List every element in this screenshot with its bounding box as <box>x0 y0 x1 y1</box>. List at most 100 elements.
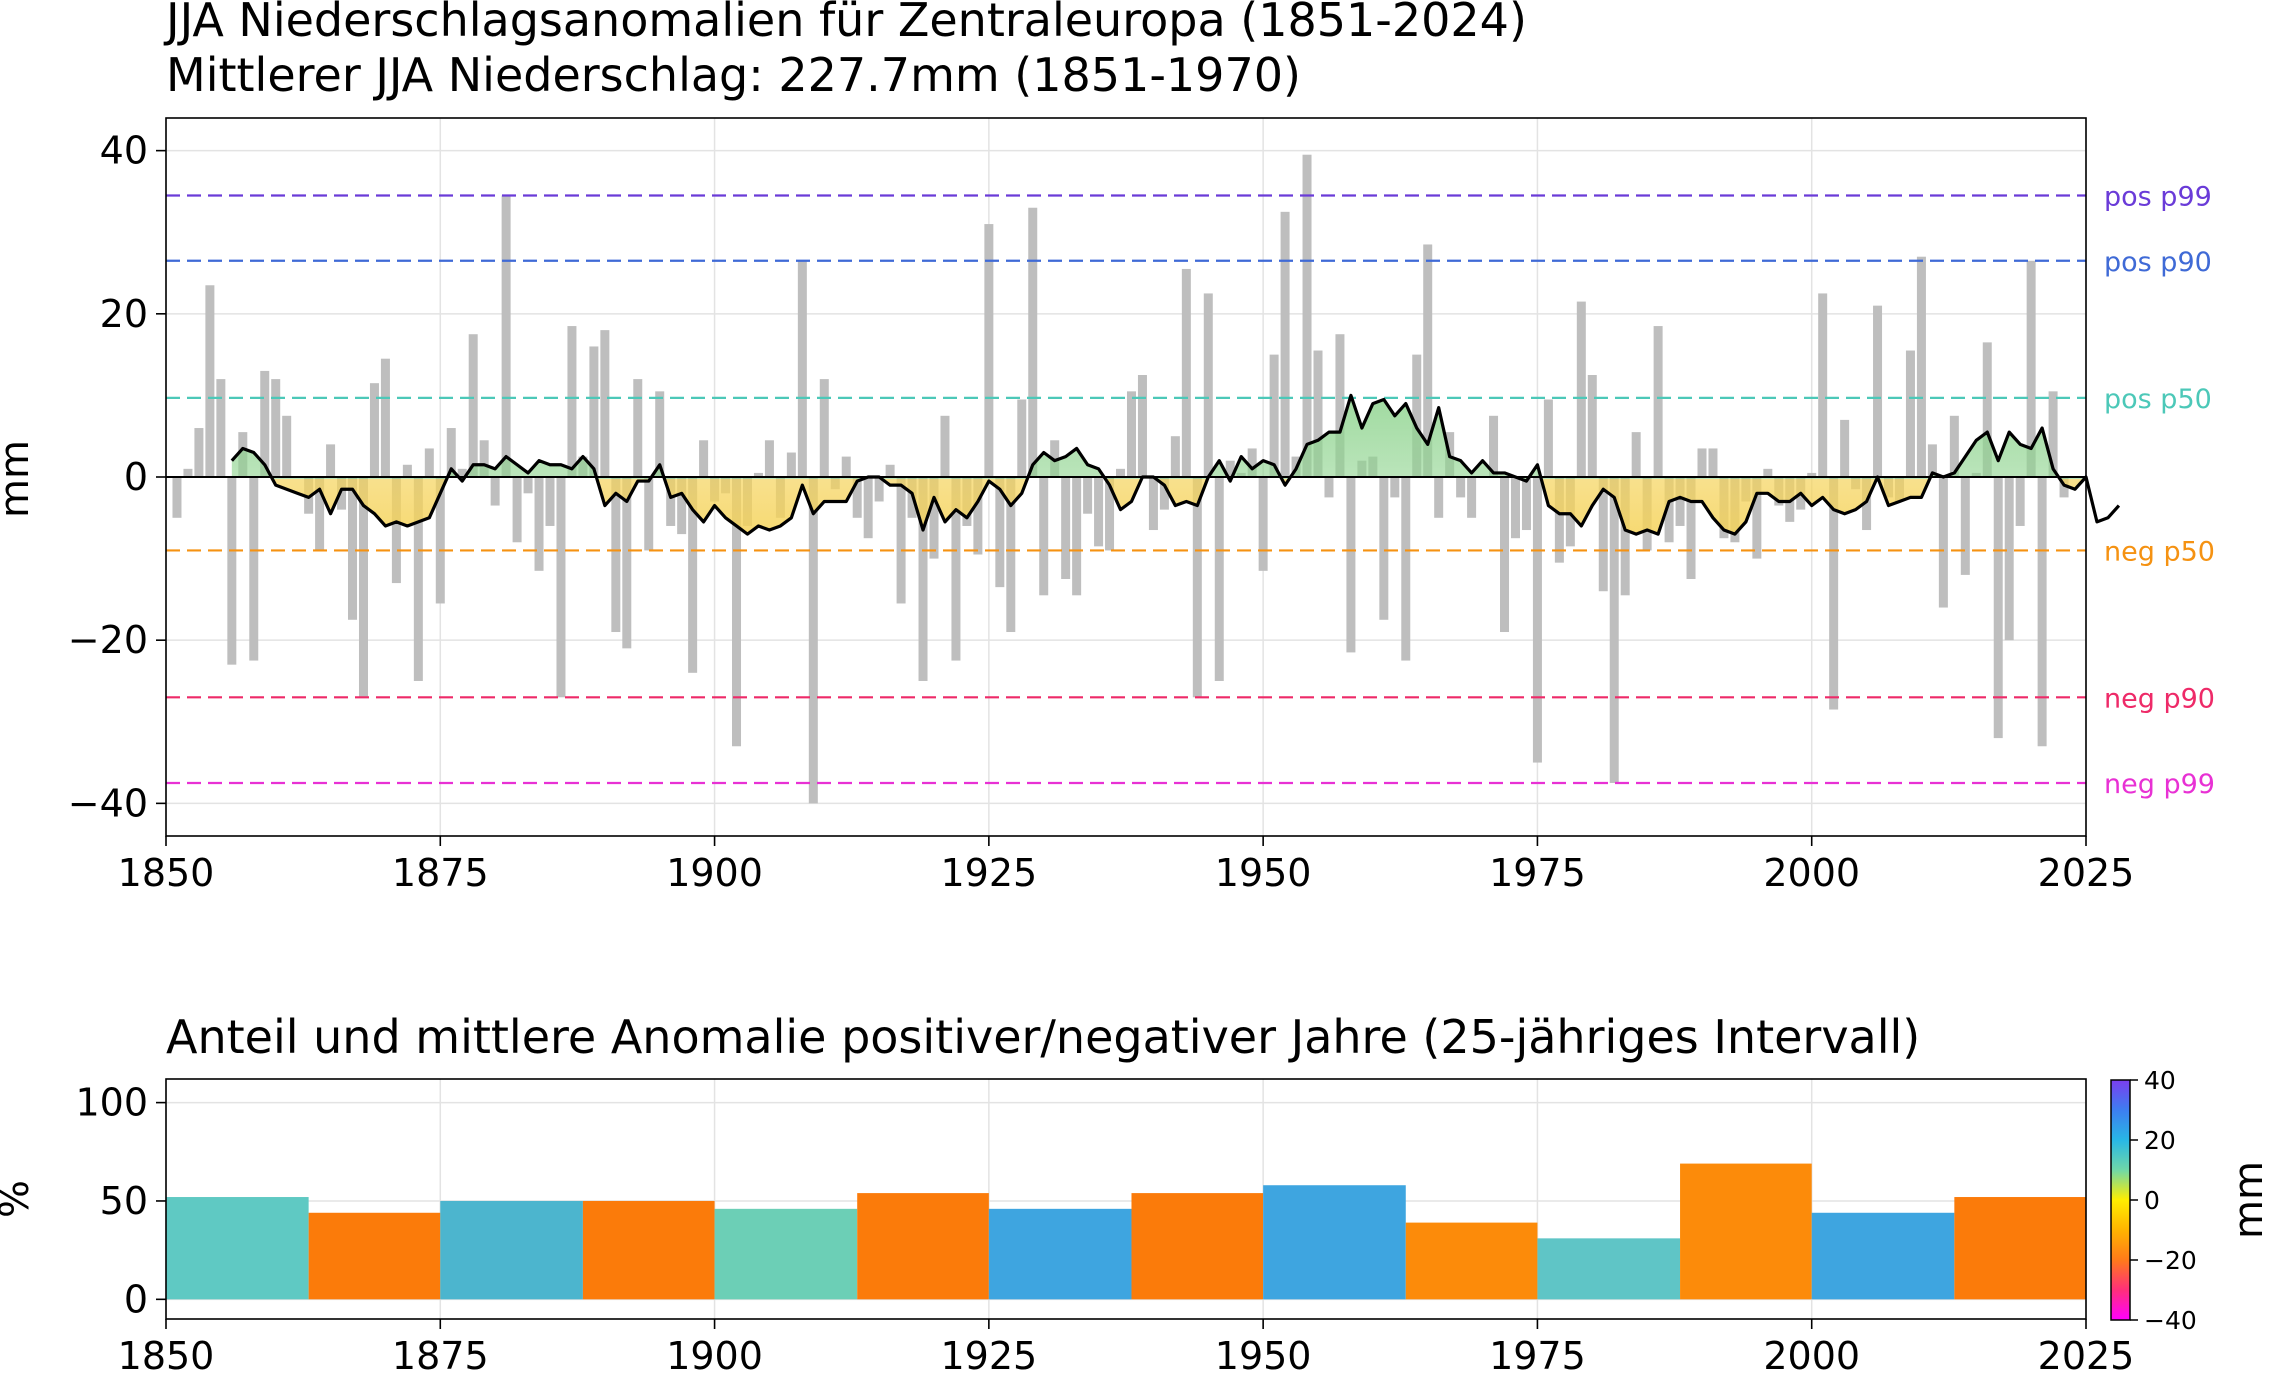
threshold-label: neg p90 <box>2104 683 2215 714</box>
bottom-plot-frame <box>165 1078 2087 1320</box>
anomaly-bar <box>786 452 796 477</box>
anomaly-bar <box>1192 477 1202 698</box>
interval-bar <box>1811 1212 1955 1300</box>
anomaly-bar <box>369 383 379 477</box>
threshold-label: neg p50 <box>2104 536 2215 567</box>
colorbar-tick-label: 40 <box>2144 1066 2176 1095</box>
anomaly-bar <box>1763 468 1773 477</box>
anomaly-bar <box>1829 477 1839 710</box>
anomaly-bar <box>1532 477 1542 763</box>
anomaly-bar <box>1916 256 1926 477</box>
anomaly-bar <box>457 468 467 477</box>
anomaly-bar <box>534 477 544 571</box>
y-tick-label: 0 <box>124 1277 148 1321</box>
y-tick-label: 100 <box>75 1081 148 1125</box>
anomaly-bar <box>1982 342 1992 477</box>
anomaly-bar <box>885 464 895 477</box>
anomaly-bar <box>918 477 928 681</box>
anomaly-bar <box>764 440 774 477</box>
anomaly-bar <box>1280 211 1290 478</box>
anomaly-bar <box>1543 399 1553 477</box>
anomaly-bar <box>1927 444 1937 477</box>
anomaly-bar <box>380 358 390 477</box>
anomaly-bar <box>1708 448 1718 477</box>
threshold-label: pos p50 <box>2104 384 2212 415</box>
bottom-chart-title: Anteil und mittlere Anomalie positiver/n… <box>166 1010 1920 1064</box>
anomaly-bar <box>1818 293 1828 477</box>
anomaly-bar <box>1105 477 1115 551</box>
threshold-labels: pos p99 pos p90 pos p50 neg p50 neg p90 neg p… <box>2104 182 2215 800</box>
anomaly-bar <box>622 477 632 649</box>
anomaly-bar <box>929 477 939 559</box>
interval-bars <box>166 1163 2086 1300</box>
x-tick-label: 2025 <box>2038 851 2135 895</box>
bottom-y-label: % <box>0 1180 38 1218</box>
anomaly-bar <box>183 468 193 477</box>
anomaly-bar <box>1938 477 1948 608</box>
anomaly-bar <box>1554 477 1564 563</box>
anomaly-bar <box>1752 477 1762 559</box>
anomaly-bar <box>194 428 204 477</box>
anomaly-bar <box>940 415 950 477</box>
anomaly-bar <box>2059 477 2069 498</box>
negative-fill <box>272 479 2085 535</box>
anomaly-bar <box>1620 477 1630 596</box>
anomaly-bar <box>1456 477 1466 498</box>
anomaly-bar <box>1489 415 1499 477</box>
main-y-axis: 40 20 0 −20 −40 <box>68 129 166 825</box>
interval-bar <box>1680 1163 1812 1300</box>
anomaly-bar <box>490 477 500 506</box>
anomaly-bar <box>1467 477 1477 518</box>
bottom-x-axis: 1850 1875 1900 1925 1950 1975 2000 2025 <box>118 1319 2135 1378</box>
y-tick-label: 40 <box>100 129 148 173</box>
anomaly-bar <box>1050 440 1060 477</box>
interval-bar <box>1131 1193 1264 1300</box>
anomaly-bar <box>699 440 709 477</box>
anomaly-bar <box>677 477 687 535</box>
x-tick-label: 2025 <box>2038 1334 2135 1378</box>
anomaly-bar <box>1390 477 1400 498</box>
anomaly-bar <box>1664 477 1674 543</box>
anomaly-bar <box>1862 477 1872 531</box>
anomaly-bar <box>1313 350 1323 477</box>
x-tick-label: 1975 <box>1489 1334 1586 1378</box>
anomaly-bar <box>1379 477 1389 620</box>
anomaly-bar <box>1258 477 1268 571</box>
anomaly-bar <box>1181 268 1191 477</box>
threshold-label: neg p99 <box>2104 769 2215 800</box>
y-tick-label: 50 <box>100 1179 148 1223</box>
y-tick-label: −40 <box>68 781 148 825</box>
anomaly-bar <box>1510 477 1520 539</box>
anomaly-bar <box>874 477 884 502</box>
anomaly-bar <box>589 346 599 477</box>
smoothed-line <box>230 393 2121 536</box>
anomaly-chart: JJA Niederschlagsanomalien für Zentraleu… <box>0 0 2215 895</box>
anomaly-bar <box>753 472 763 477</box>
interval-bar <box>1263 1185 1406 1300</box>
anomaly-bar <box>797 260 807 477</box>
anomaly-bar <box>666 477 676 526</box>
anomaly-bar <box>1598 477 1608 592</box>
colorbar-gradient <box>2111 1080 2130 1320</box>
anomaly-bar <box>468 334 478 477</box>
interval-bar <box>582 1200 715 1300</box>
x-tick-label: 1900 <box>666 851 763 895</box>
y-tick-label: −20 <box>68 618 148 662</box>
anomaly-bar <box>337 477 347 510</box>
interval-bar <box>308 1212 441 1300</box>
interval-bar <box>714 1208 858 1300</box>
interval-bar <box>440 1200 583 1300</box>
anomaly-bar <box>205 285 215 477</box>
x-tick-label: 1925 <box>940 1334 1037 1378</box>
smoothed-fill <box>231 395 2086 535</box>
anomaly-bar <box>260 370 270 477</box>
threshold-lines <box>166 194 2086 785</box>
anomaly-bar <box>1225 460 1235 477</box>
interval-chart: Anteil und mittlere Anomalie positiver/n… <box>0 1010 2134 1378</box>
anomaly-bar <box>1905 350 1915 477</box>
interval-bar <box>1405 1222 1538 1300</box>
anomaly-bar <box>984 224 994 477</box>
interval-bar <box>857 1193 989 1300</box>
threshold-label: pos p99 <box>2104 182 2212 213</box>
